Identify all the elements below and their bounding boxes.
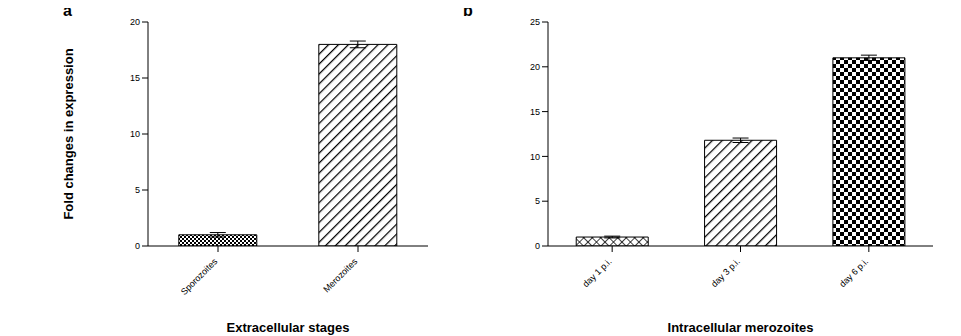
svg-text:day 3 p.i.: day 3 p.i. <box>709 256 742 289</box>
svg-text:20: 20 <box>530 62 540 72</box>
html-text:b: b <box>463 2 473 19</box>
svg-text:5: 5 <box>535 196 540 206</box>
svg-text:Merozoites: Merozoites <box>321 256 360 295</box>
svg-text:day 6 p.i.: day 6 p.i. <box>837 256 870 289</box>
svg-text:Sporozoites: Sporozoites <box>179 256 220 297</box>
svg-text:5: 5 <box>135 185 140 195</box>
svg-text:25: 25 <box>530 17 540 27</box>
svg-text:Extracellular stages: Extracellular stages <box>227 320 350 335</box>
svg-text:10: 10 <box>530 152 540 162</box>
svg-text:15: 15 <box>530 107 540 117</box>
svg-text:0: 0 <box>135 241 140 251</box>
svg-text:day 1 p.i.: day 1 p.i. <box>581 256 614 289</box>
svg-text:Fold changes in expression: Fold changes in expression <box>61 48 76 219</box>
svg-text:Intracellular merozoites: Intracellular merozoites <box>668 320 814 335</box>
svg-text:15: 15 <box>130 73 140 83</box>
svg-text:10: 10 <box>130 129 140 139</box>
svg-text:20: 20 <box>130 17 140 27</box>
html-text:a: a <box>63 2 72 19</box>
svg-text:0: 0 <box>535 241 540 251</box>
